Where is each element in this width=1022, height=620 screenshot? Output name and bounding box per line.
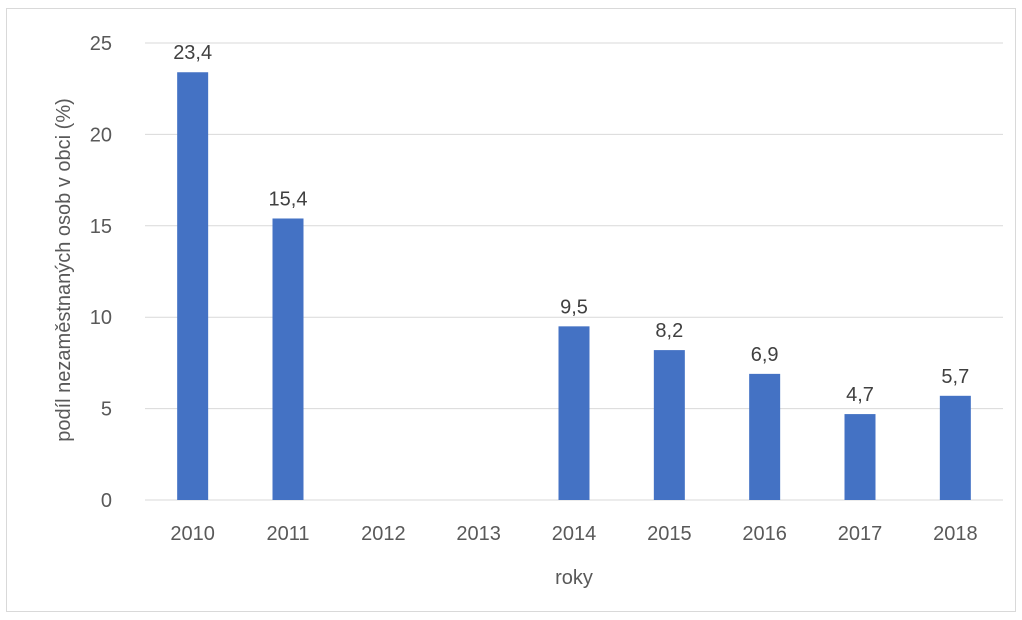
data-labels: 23,4 15,4 9,5 8,2 6,9 4,7 5,7 bbox=[173, 42, 969, 406]
bar-2016 bbox=[749, 373, 781, 500]
x-tick-label: 2018 bbox=[933, 523, 978, 545]
data-label-2016: 6,9 bbox=[751, 344, 779, 366]
x-axis-ticks: 2010 2011 2012 2013 2014 2015 2016 2017 2018 bbox=[170, 523, 977, 545]
bars bbox=[177, 72, 971, 501]
x-tick-label: 2011 bbox=[266, 523, 309, 545]
data-label-2015: 8,2 bbox=[655, 320, 683, 342]
x-tick-label: 2013 bbox=[456, 523, 501, 545]
data-label-2014: 9,5 bbox=[560, 296, 588, 318]
x-tick-label: 2014 bbox=[552, 523, 597, 545]
bar-2010 bbox=[177, 72, 209, 501]
bar-2017 bbox=[844, 414, 876, 500]
x-tick-label: 2017 bbox=[838, 523, 883, 545]
x-tick-label: 2016 bbox=[742, 523, 787, 545]
y-tick-label: 0 bbox=[101, 490, 112, 512]
x-tick-label: 2015 bbox=[647, 523, 692, 545]
y-tick-label: 15 bbox=[90, 216, 112, 238]
bar-2015 bbox=[653, 350, 685, 500]
x-axis-label: roky bbox=[555, 567, 593, 589]
y-axis-ticks: 0 5 10 15 20 25 bbox=[90, 33, 112, 512]
data-label-2011: 15,4 bbox=[269, 188, 308, 210]
y-tick-label: 10 bbox=[90, 307, 112, 329]
y-tick-label: 20 bbox=[90, 124, 112, 146]
y-axis-label: podíl nezaměstnaných osob v obci (%) bbox=[53, 98, 75, 442]
x-tick-label: 2012 bbox=[361, 523, 406, 545]
bar-2018 bbox=[939, 395, 971, 500]
x-tick-label: 2010 bbox=[170, 523, 215, 545]
chart-frame bbox=[6, 8, 1016, 612]
data-label-2010: 23,4 bbox=[173, 42, 212, 64]
y-tick-label: 5 bbox=[101, 399, 112, 421]
data-label-2017: 4,7 bbox=[846, 384, 874, 406]
y-tick-label: 25 bbox=[90, 33, 112, 55]
data-label-2018: 5,7 bbox=[941, 366, 969, 388]
bar-2014 bbox=[558, 326, 590, 500]
bar-2011 bbox=[272, 218, 304, 500]
